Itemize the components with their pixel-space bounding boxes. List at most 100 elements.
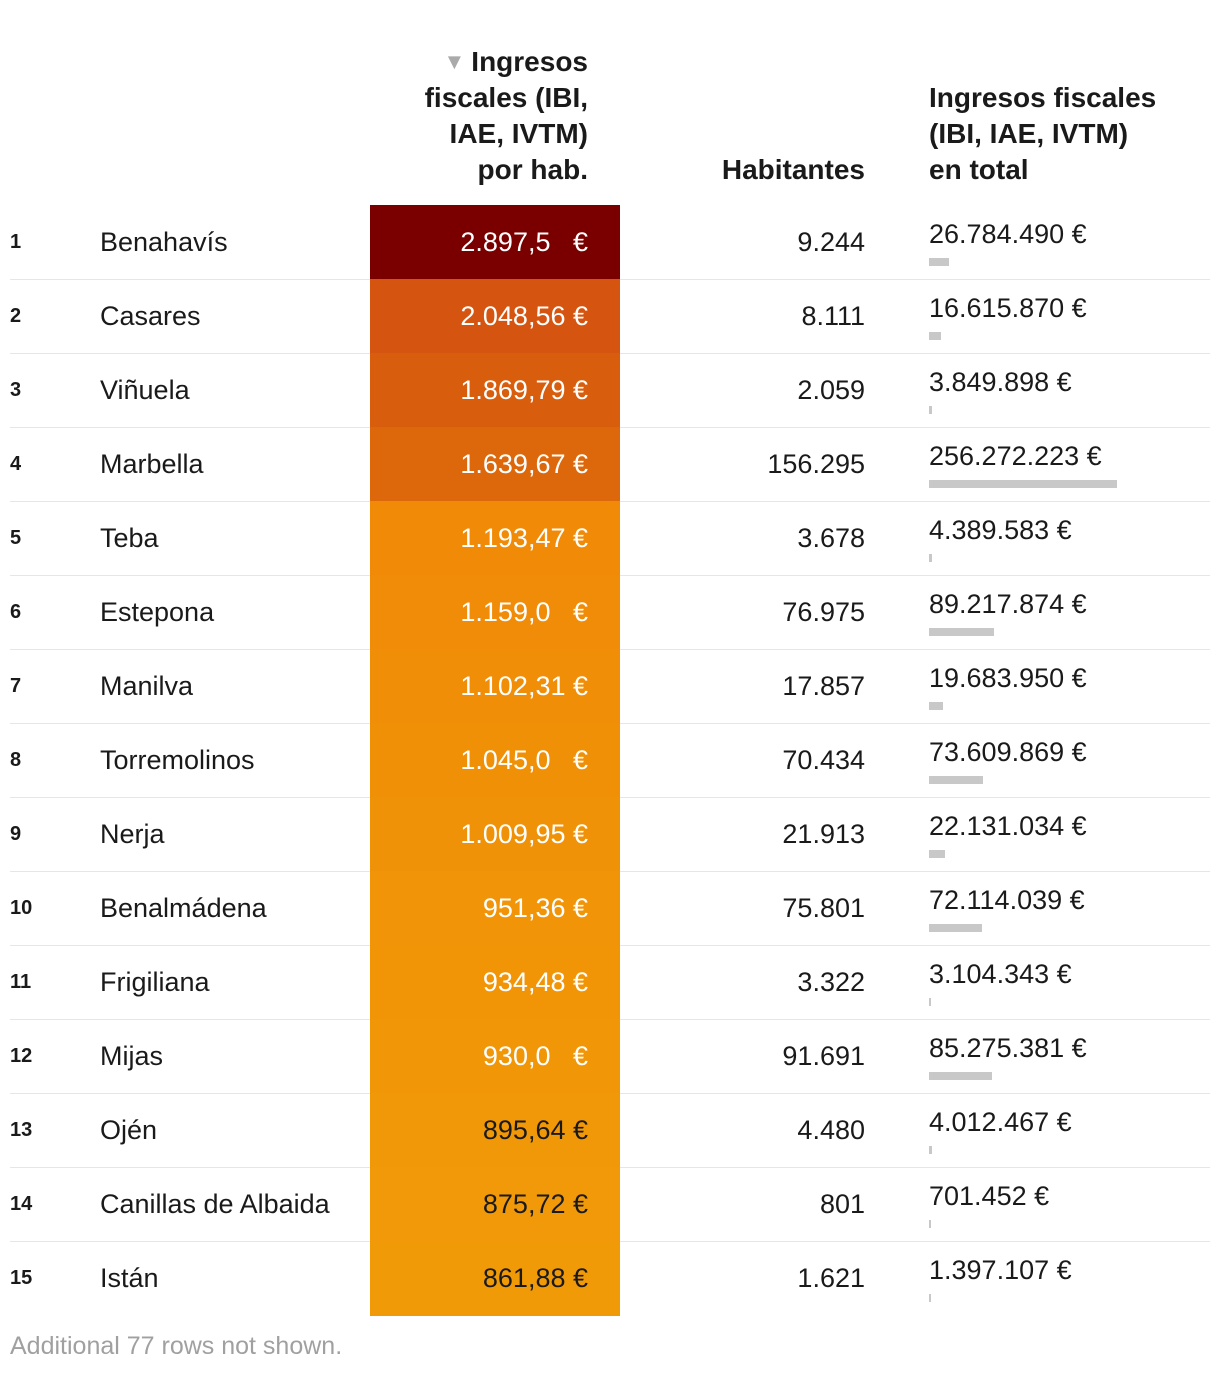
- total-cell: 256.272.223 €: [929, 428, 1210, 501]
- perhab-cell: 1.102,31 €: [370, 649, 620, 724]
- habitantes-cell: 2.059: [797, 375, 865, 405]
- total-value: 89.217.874 €: [929, 589, 1087, 619]
- total-value: 4.012.467 €: [929, 1107, 1072, 1137]
- table-row: 6 Estepona 1.159,0 € 76.975 89.217.874 €: [10, 575, 1210, 650]
- habitantes-cell: 1.621: [797, 1263, 865, 1293]
- total-value: 22.131.034 €: [929, 811, 1087, 841]
- total-cell: 73.609.869 €: [929, 724, 1210, 797]
- perhab-value: 1.639,67 €: [460, 449, 588, 479]
- table-row: 10 Benalmádena 951,36 € 75.801 72.114.039 €: [10, 871, 1210, 946]
- municipality-name: Istán: [100, 1263, 159, 1293]
- total-cell: 89.217.874 €: [929, 576, 1210, 649]
- perhab-value: 1.869,79 €: [460, 375, 588, 405]
- total-value: 1.397.107 €: [929, 1255, 1072, 1285]
- table-row: 11 Frigiliana 934,48 € 3.322 3.104.343 €: [10, 945, 1210, 1020]
- total-bar: [929, 1220, 931, 1228]
- total-bar: [929, 258, 949, 266]
- perhab-value: 1.102,31 €: [460, 671, 588, 701]
- total-bar: [929, 628, 994, 636]
- rank-cell: 7: [10, 675, 22, 697]
- column-header-ingresos-total[interactable]: Ingresos fiscales (IBI, IAE, IVTM) en to…: [929, 80, 1210, 188]
- municipality-name: Manilva: [100, 671, 194, 701]
- perhab-value: 1.159,0 €: [460, 597, 588, 627]
- perhab-value: 930,0 €: [482, 1041, 588, 1071]
- header-line: fiscales (IBI,: [424, 82, 588, 113]
- rank-cell: 8: [10, 749, 22, 771]
- perhab-value: 934,48 €: [482, 967, 588, 997]
- total-cell: 85.275.381 €: [929, 1020, 1210, 1093]
- rank-cell: 3: [10, 379, 22, 401]
- perhab-cell: 1.869,79 €: [370, 353, 620, 428]
- table-row: 3 Viñuela 1.869,79 € 2.059 3.849.898 €: [10, 353, 1210, 428]
- habitantes-cell: 8.111: [801, 301, 865, 331]
- perhab-cell: 951,36 €: [370, 871, 620, 946]
- table-body: 1 Benahavís 2.897,5 € 9.244 26.784.490 € 2 Cas…: [10, 205, 1210, 1316]
- total-value: 3.104.343 €: [929, 959, 1072, 989]
- header-line: Ingresos fiscales: [929, 82, 1157, 113]
- perhab-value: 875,72 €: [482, 1189, 588, 1219]
- header-line: por hab.: [477, 154, 588, 185]
- perhab-cell: 875,72 €: [370, 1167, 620, 1242]
- perhab-cell: 1.009,95 €: [370, 797, 620, 872]
- habitantes-cell: 70.434: [782, 745, 865, 775]
- municipality-name: Viñuela: [100, 375, 190, 405]
- perhab-value: 951,36 €: [482, 893, 588, 923]
- table-row: 4 Marbella 1.639,67 € 156.295 256.272.223 €: [10, 427, 1210, 502]
- total-value: 72.114.039 €: [929, 885, 1085, 915]
- header-line: Habitantes: [721, 154, 865, 185]
- total-value: 85.275.381 €: [929, 1033, 1087, 1063]
- rank-cell: 4: [10, 453, 22, 475]
- perhab-value: 1.009,95 €: [460, 819, 588, 849]
- total-cell: 701.452 €: [929, 1168, 1210, 1241]
- total-bar: [929, 1294, 931, 1302]
- column-header-habitantes[interactable]: Habitantes: [670, 152, 865, 188]
- perhab-cell: 1.159,0 €: [370, 575, 620, 650]
- habitantes-cell: 91.691: [782, 1041, 865, 1071]
- habitantes-cell: 3.322: [797, 967, 865, 997]
- municipality-name: Mijas: [100, 1041, 164, 1071]
- habitantes-cell: 3.678: [797, 523, 865, 553]
- rank-cell: 1: [10, 231, 22, 253]
- total-value: 256.272.223 €: [929, 441, 1102, 471]
- header-line: en total: [929, 154, 1029, 185]
- total-bar: [929, 924, 982, 932]
- header-line: IAE, IVTM): [449, 118, 588, 149]
- total-bar: [929, 406, 932, 414]
- habitantes-cell: 21.913: [782, 819, 865, 849]
- total-cell: 16.615.870 €: [929, 280, 1210, 353]
- table-row: 9 Nerja 1.009,95 € 21.913 22.131.034 €: [10, 797, 1210, 872]
- rank-cell: 15: [10, 1267, 33, 1289]
- table-row: 2 Casares 2.048,56 € 8.111 16.615.870 €: [10, 279, 1210, 354]
- municipality-name: Frigiliana: [100, 967, 210, 997]
- perhab-cell: 2.048,56 €: [370, 279, 620, 354]
- perhab-value: 895,64 €: [482, 1115, 588, 1145]
- total-value: 73.609.869 €: [929, 737, 1087, 767]
- rank-cell: 5: [10, 527, 22, 549]
- table-row: 12 Mijas 930,0 € 91.691 85.275.381 €: [10, 1019, 1210, 1094]
- habitantes-cell: 75.801: [782, 893, 865, 923]
- header-line: Ingresos: [471, 46, 588, 77]
- rank-cell: 12: [10, 1045, 33, 1067]
- total-bar: [929, 998, 931, 1006]
- perhab-cell: 934,48 €: [370, 945, 620, 1020]
- total-value: 26.784.490 €: [929, 219, 1087, 249]
- perhab-cell: 895,64 €: [370, 1093, 620, 1168]
- total-value: 16.615.870 €: [929, 293, 1087, 323]
- table-row: 7 Manilva 1.102,31 € 17.857 19.683.950 €: [10, 649, 1210, 724]
- rows-not-shown-note: Additional 77 rows not shown.: [10, 1332, 343, 1360]
- total-value: 19.683.950 €: [929, 663, 1087, 693]
- column-header-ingresos-por-hab[interactable]: ▼ Ingresos fiscales (IBI, IAE, IVTM) por …: [370, 44, 588, 188]
- rank-cell: 14: [10, 1193, 33, 1215]
- table-row: 8 Torremolinos 1.045,0 € 70.434 73.609.869 €: [10, 723, 1210, 798]
- total-bar: [929, 480, 1117, 488]
- rank-cell: 6: [10, 601, 22, 623]
- perhab-cell: 2.897,5 €: [370, 205, 620, 280]
- habitantes-cell: 156.295: [767, 449, 865, 479]
- municipality-name: Marbella: [100, 449, 204, 479]
- table-header: ▼ Ingresos fiscales (IBI, IAE, IVTM) por …: [10, 0, 1210, 206]
- habitantes-cell: 76.975: [782, 597, 865, 627]
- total-value: 701.452 €: [929, 1181, 1050, 1211]
- total-cell: 26.784.490 €: [929, 206, 1210, 279]
- perhab-cell: 1.193,47 €: [370, 501, 620, 576]
- municipality-name: Benalmádena: [100, 893, 267, 923]
